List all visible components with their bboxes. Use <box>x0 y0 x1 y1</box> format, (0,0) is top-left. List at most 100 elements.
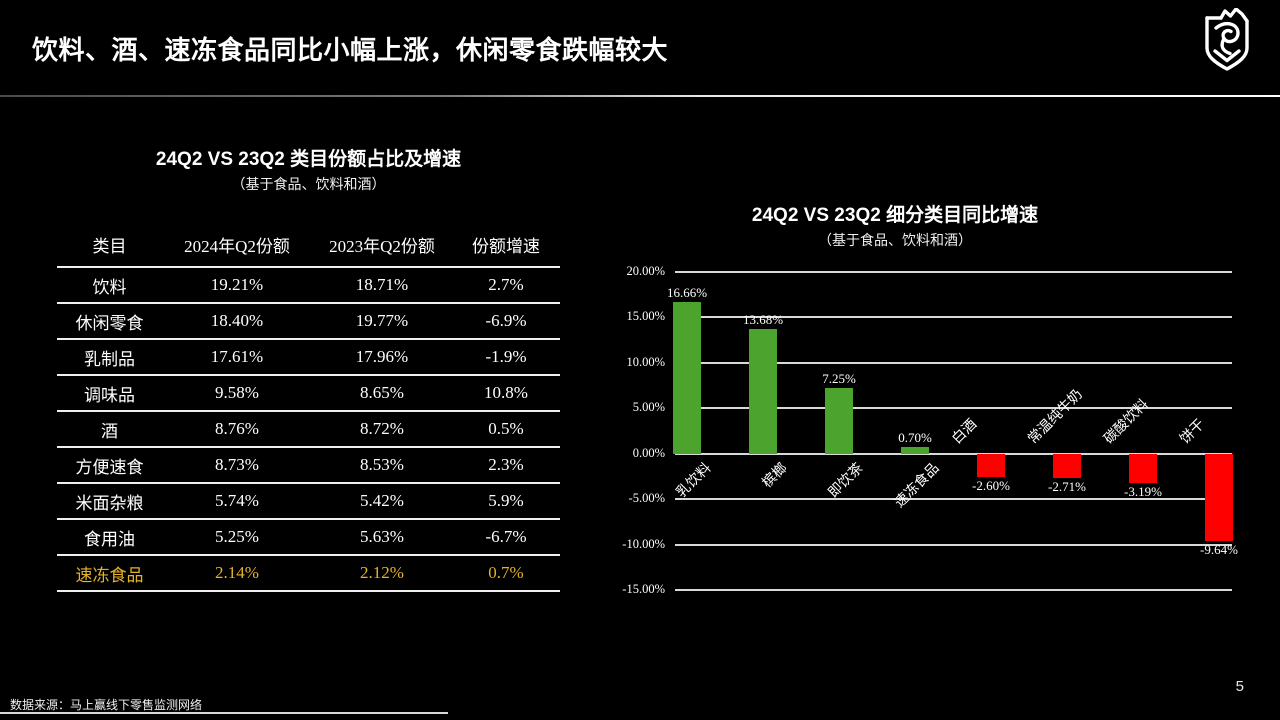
bar-chart-plot: 20.00% 15.00% 10.00% 5.00% 0.00% -5.00% -10.00… <box>622 264 1238 596</box>
header-divider <box>0 95 1280 97</box>
table-subtitle: （基于食品、饮料和酒） <box>231 176 386 192</box>
chart-bar <box>749 329 777 454</box>
footer-accent-line <box>0 712 448 714</box>
category-label: 即饮茶 <box>826 460 867 501</box>
gridline <box>675 498 1232 501</box>
table-cell: -6.7% <box>485 527 527 546</box>
table-row: 休闲零食 18.40% 19.77% -6.9% <box>57 302 560 338</box>
table-cell: -6.9% <box>485 311 527 330</box>
table-cell: 10.8% <box>484 383 528 402</box>
table-row: 酒 8.76% 8.72% 0.5% <box>57 410 560 446</box>
column-header-share-2023: 2023年Q2份额 <box>329 236 435 256</box>
table-cell: 19.77% <box>355 311 409 330</box>
y-axis-label: -15.00% <box>622 582 665 596</box>
table-cell: 8.73% <box>215 455 259 474</box>
table-cell: 休闲零食 <box>75 313 144 333</box>
chart-bar <box>1053 453 1081 479</box>
gridline <box>675 589 1232 591</box>
y-axis-label: 10.00% <box>626 354 665 369</box>
chart-bar <box>825 387 853 454</box>
gridline <box>675 316 1232 319</box>
category-label: 速冻食品 <box>892 460 943 511</box>
table-cell: 2.14% <box>215 563 259 582</box>
table-cell: 饮料 <box>92 277 127 297</box>
bar-value-label: 0.70% <box>898 430 932 446</box>
table-cell: 8.53% <box>360 455 404 474</box>
category-label: 乳饮料 <box>674 460 715 501</box>
bar-value-label: 7.25% <box>822 370 856 386</box>
table-row: 乳制品 17.61% 17.96% -1.9% <box>57 338 560 374</box>
table-cell: 8.65% <box>360 383 404 402</box>
y-axis-label: -10.00% <box>622 536 665 551</box>
gridline <box>675 452 1232 455</box>
table-cell: 5.42% <box>360 491 404 510</box>
column-header-category: 类目 <box>92 236 127 256</box>
category-label: 槟榔 <box>760 460 791 491</box>
table-cell: 2.7% <box>488 275 524 294</box>
bar-value-label: -2.60% <box>972 478 1010 494</box>
bar-value-label: 13.68% <box>742 312 784 328</box>
category-label: 饼干 <box>1177 416 1209 448</box>
table-row: 饮料 19.21% 18.71% 2.7% <box>57 266 560 302</box>
chart-bar <box>1205 453 1233 542</box>
bar-value-label: -3.19% <box>1124 483 1162 499</box>
bar-value-label: -9.64% <box>1200 542 1238 558</box>
table-cell: 0.7% <box>488 563 524 582</box>
chart-bar <box>673 302 701 454</box>
chart-title: 24Q2 VS 23Q2 细分类目同比增速 <box>751 205 1039 226</box>
gridline <box>675 361 1232 364</box>
category-label: 碳酸饮料 <box>1101 396 1152 448</box>
y-axis-label: 15.00% <box>626 309 665 324</box>
column-header-growth: 份额增速 <box>472 236 540 256</box>
table-cell: 5.9% <box>488 491 524 510</box>
y-axis-label: 5.00% <box>632 400 665 415</box>
table-cell: 5.74% <box>215 491 259 510</box>
page-number: 5 <box>1235 678 1244 695</box>
table-cell: 0.5% <box>488 419 524 438</box>
crown-shield-logo-icon <box>1205 8 1249 71</box>
table-cell: -1.9% <box>485 347 527 366</box>
table-row: 食用油 5.25% 5.63% -6.7% <box>57 518 560 554</box>
gridline <box>675 407 1232 410</box>
table-cell: 17.96% <box>355 347 409 366</box>
chart-subtitle: （基于食品、饮料和酒） <box>818 232 972 248</box>
table-body: 饮料 19.21% 18.71% 2.7% 休闲零食 18.40% 19.77% -6.9% 乳… <box>57 266 560 590</box>
table-cell: 乳制品 <box>84 349 135 369</box>
table-cell: 5.25% <box>215 527 259 546</box>
share-table: 类目 2024年Q2份额 2023年Q2份额 份额增速 饮料 19.21% 18.7… <box>57 222 560 592</box>
table-cell: 9.58% <box>215 383 259 402</box>
gridline <box>675 543 1232 546</box>
table-cell: 食用油 <box>84 529 135 549</box>
y-axis-label: 20.00% <box>626 264 665 278</box>
bar-value-label: 16.66% <box>666 285 708 301</box>
table-header-row: 类目 2024年Q2份额 2023年Q2份额 份额增速 <box>57 222 560 266</box>
table-cell: 19.21% <box>210 275 264 294</box>
category-label: 常温纯牛奶 <box>1025 386 1086 448</box>
table-cell: 8.72% <box>360 419 404 438</box>
data-source-note: 数据来源：马上赢线下零售监测网络 <box>10 698 203 712</box>
table-cell: 酒 <box>101 421 118 441</box>
table-row: 方便速食 8.73% 8.53% 2.3% <box>57 446 560 482</box>
y-axis-label: -5.00% <box>628 491 665 506</box>
category-label: 白酒 <box>949 416 981 448</box>
table-cell: 方便速食 <box>75 457 144 477</box>
table-cell: 米面杂粮 <box>75 493 144 513</box>
table-cell: 2.12% <box>360 563 404 582</box>
table-cell: 18.40% <box>210 311 264 330</box>
table-cell: 5.63% <box>360 527 404 546</box>
table-cell: 调味品 <box>84 385 135 405</box>
table-row: 米面杂粮 5.74% 5.42% 5.9% <box>57 482 560 518</box>
table-row: 速冻食品 2.14% 2.12% 0.7% <box>57 554 560 590</box>
chart-bar <box>901 447 929 454</box>
y-axis-label: 0.00% <box>632 445 665 460</box>
table-cell: 8.76% <box>215 419 259 438</box>
table-cell: 18.71% <box>355 275 409 294</box>
bar-value-label: -2.71% <box>1048 479 1086 495</box>
table-cell: 17.61% <box>210 347 264 366</box>
share-table-section: 24Q2 VS 23Q2 类目份额占比及增速 （基于食品、饮料和酒） 类目 20… <box>57 144 560 592</box>
slide-title: 饮料、酒、速冻食品同比小幅上涨，休闲零食跌幅较大 <box>32 35 669 65</box>
table-title: 24Q2 VS 23Q2 类目份额占比及增速 <box>155 149 462 170</box>
chart-title-section: 24Q2 VS 23Q2 细分类目同比增速 （基于食品、饮料和酒） <box>620 200 1170 250</box>
chart-bar <box>977 453 1005 478</box>
column-header-share-2024: 2024年Q2份额 <box>184 236 290 256</box>
